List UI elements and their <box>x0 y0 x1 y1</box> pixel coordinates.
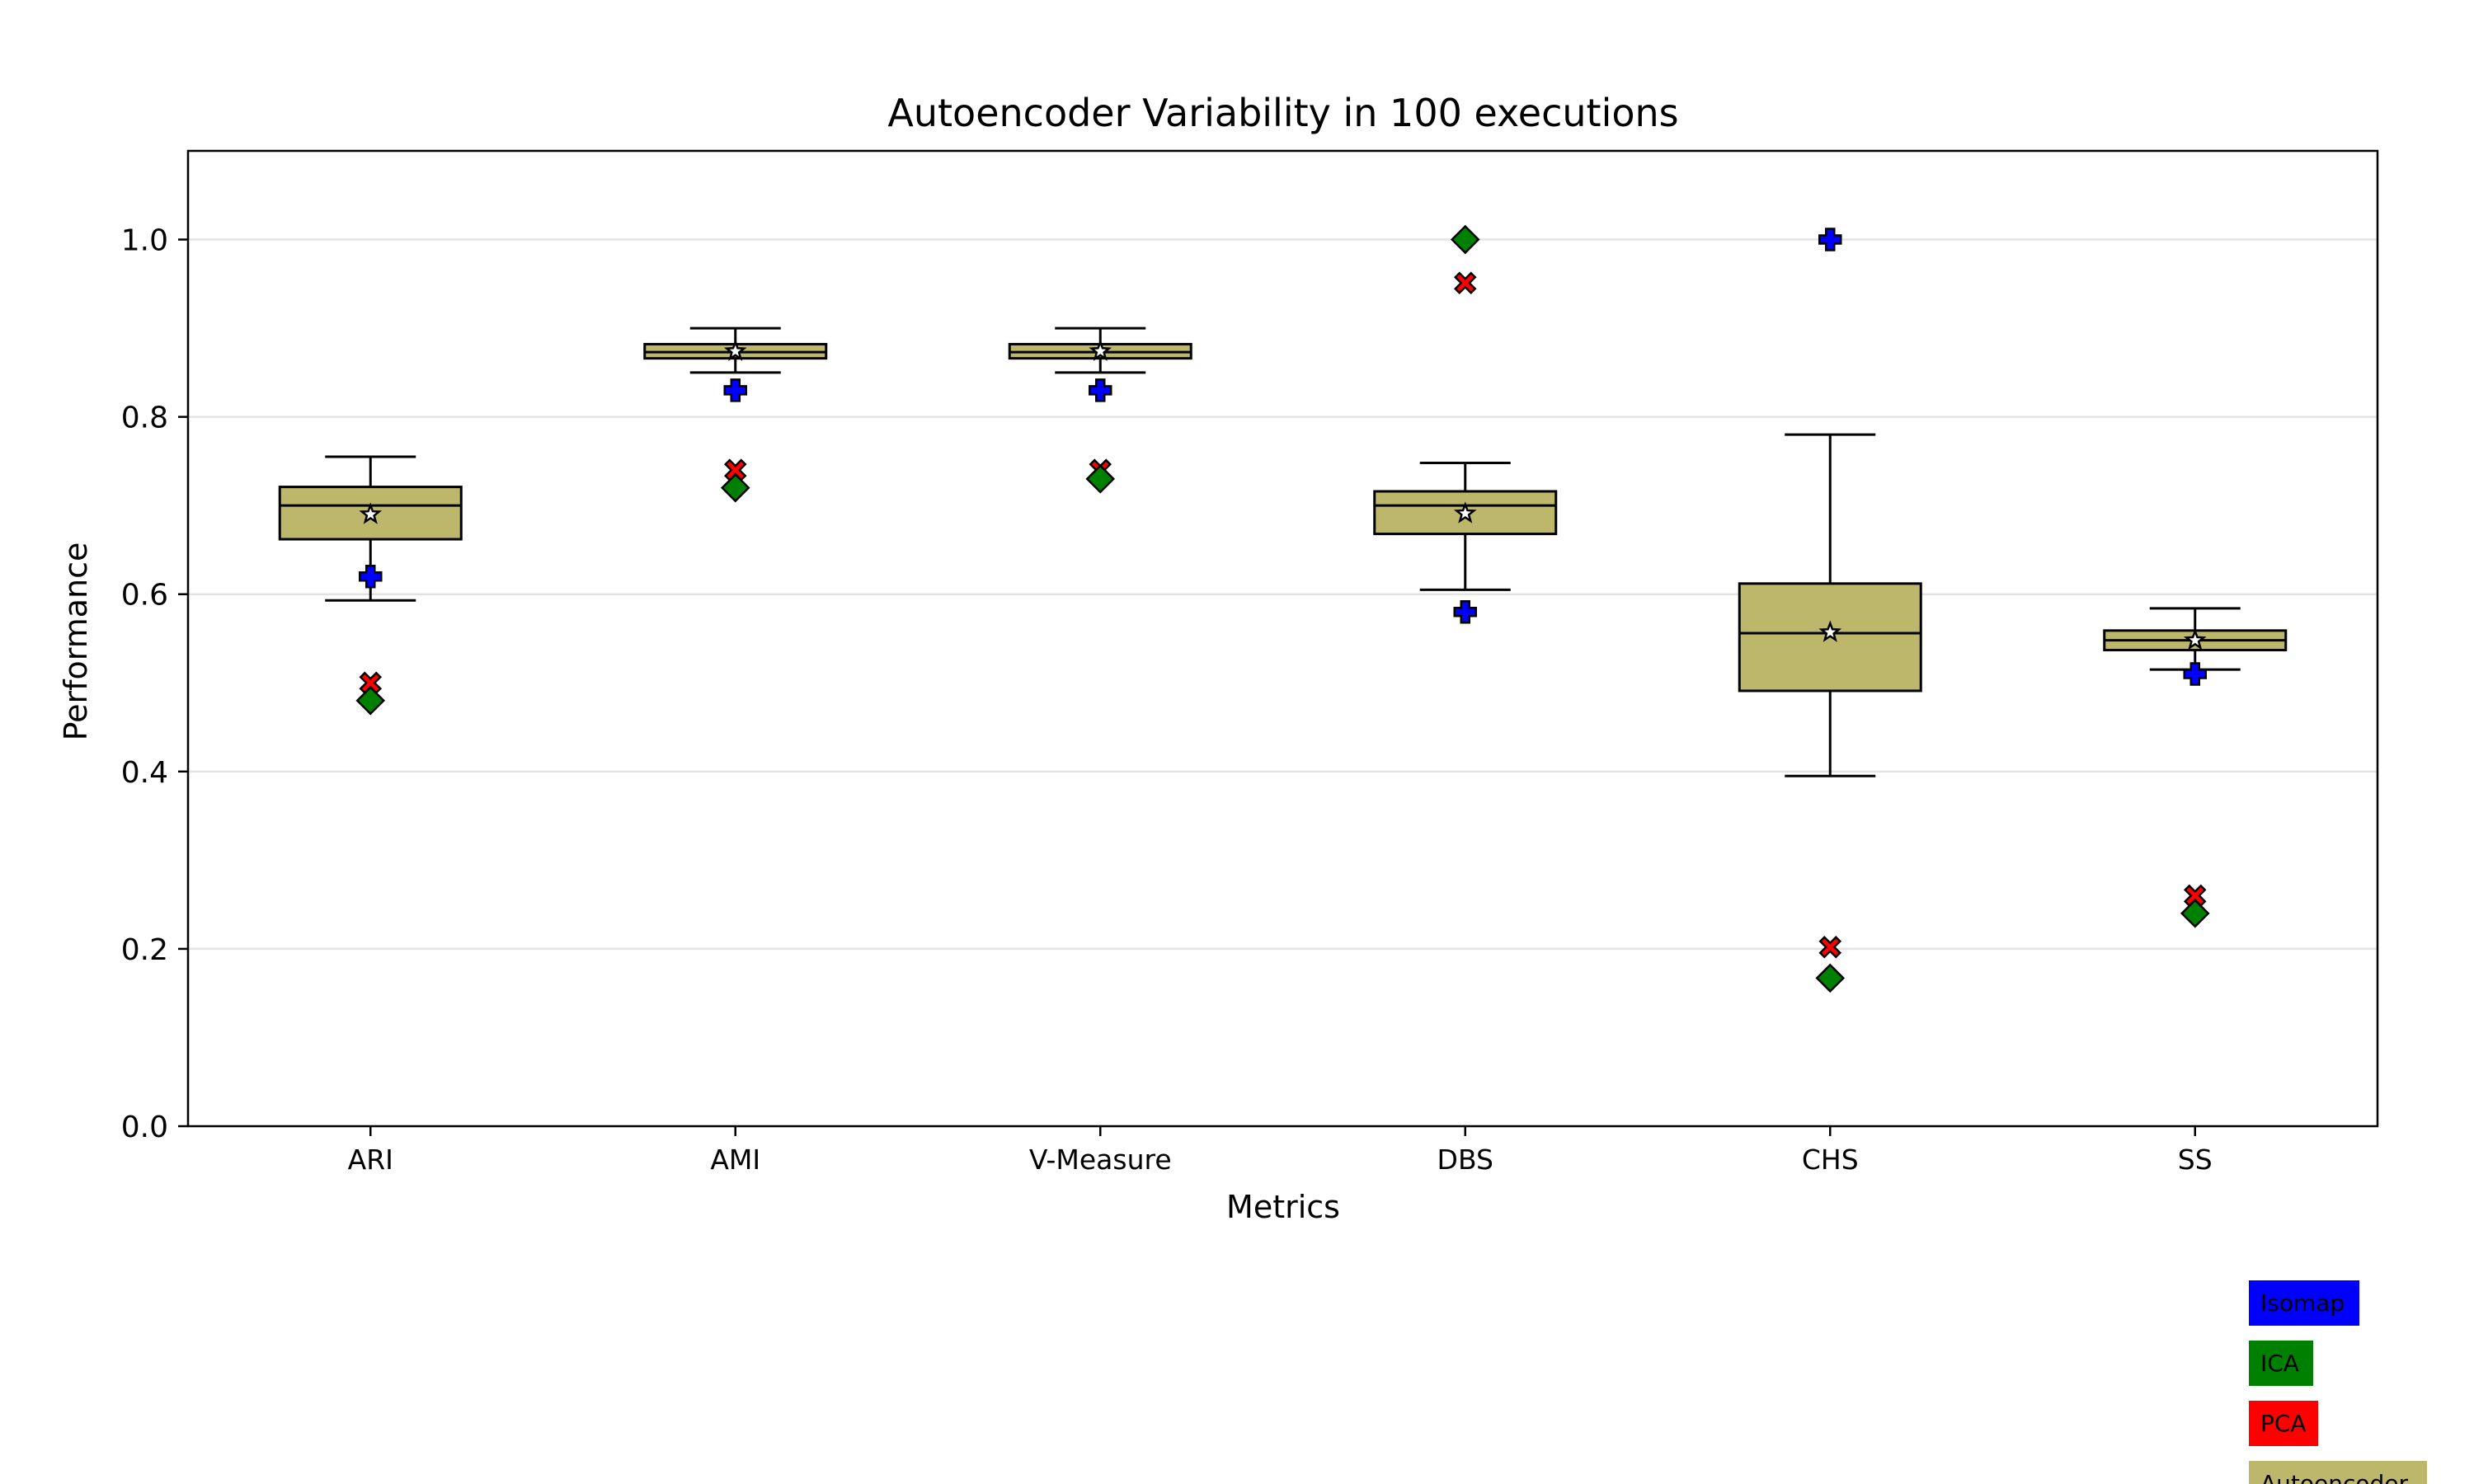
ica-marker-v-measure <box>1085 464 1116 494</box>
legend-swatch <box>2249 1401 2318 1446</box>
y-tick-label: 0.2 <box>121 933 168 967</box>
isomap-marker-ss <box>2183 662 2207 686</box>
legend-swatch <box>2249 1341 2313 1386</box>
x-tick-label: SS <box>2178 1144 2213 1176</box>
ica-marker-ss <box>2180 899 2210 928</box>
y-tick-label: 0.8 <box>121 402 168 435</box>
pca-marker-ss <box>2183 884 2207 908</box>
chart-title: Autoencoder Variability in 100 execution… <box>887 91 1678 135</box>
autoencoder-boxes <box>278 326 2288 777</box>
x-tick-label: DBS <box>1437 1144 1493 1176</box>
box-dbs <box>1373 462 1558 591</box>
x-tick-label: CHS <box>1802 1144 1859 1176</box>
x-axis-label: Metrics <box>1226 1189 1340 1225</box>
mean-marker <box>2183 628 2207 650</box>
y-tick-label: 0.6 <box>121 579 168 613</box>
ica-marker-ami <box>720 472 750 503</box>
legend-label: PCA <box>2260 1410 2307 1437</box>
pca-marker-ari <box>359 671 383 695</box>
legend-swatch <box>2249 1461 2427 1484</box>
mean-marker <box>1089 339 1112 361</box>
legend-label: ICA <box>2260 1350 2299 1377</box>
box-ami <box>643 326 828 374</box>
isomap-marker-ari <box>359 564 383 589</box>
ica-marker-dbs <box>1450 224 1480 255</box>
legend-item-isomap: Isomap <box>2249 1280 2359 1326</box>
box-ss <box>2103 607 2288 671</box>
x-tick-label: AMI <box>710 1144 760 1176</box>
x-axis: ARI AMI V-Measure DBS CHS SS <box>348 1126 2213 1176</box>
box-chs <box>1738 433 1922 777</box>
legend-item-ica: ICA <box>2249 1341 2313 1386</box>
pca-marker-dbs <box>1453 271 1477 295</box>
ica-marker-chs <box>1815 963 1846 993</box>
isomap-marker-v-measure <box>1089 378 1112 402</box>
legend-label: Isomap <box>2260 1289 2345 1317</box>
y-axis: 0.0 0.2 0.4 0.6 0.8 1.0 <box>121 224 188 1144</box>
y-tick-label: 1.0 <box>121 224 168 258</box>
isomap-marker-ami <box>723 378 747 402</box>
mean-marker <box>359 502 383 524</box>
mean-marker <box>1453 501 1477 524</box>
plot-frame <box>186 149 2379 1128</box>
mean-marker <box>1818 620 1842 642</box>
y-tick-label: 0.4 <box>121 756 168 790</box>
legend-label: Autoencoder <box>2260 1470 2409 1484</box>
legend-swatch <box>2249 1280 2359 1326</box>
pca-marker-ami <box>723 458 747 481</box>
legend-item-autoencoder: Autoencoder <box>2249 1461 2427 1484</box>
x-tick-label: V-Measure <box>1029 1144 1172 1176</box>
box-v-measure <box>1008 326 1192 374</box>
x-tick-label: ARI <box>348 1144 393 1176</box>
legend-item-pca: PCA <box>2249 1401 2318 1446</box>
method-points <box>355 224 2210 993</box>
legend: Isomap ICA PCA Autoencoder <box>2249 1280 2427 1484</box>
box-ari <box>278 455 463 602</box>
mean-marker <box>723 339 747 361</box>
ica-marker-ari <box>355 686 386 716</box>
isomap-marker-chs <box>1818 228 1842 251</box>
pca-marker-chs <box>1818 935 1842 959</box>
isomap-marker-dbs <box>1453 599 1477 624</box>
y-axis-label: Performance <box>58 542 94 741</box>
y-tick-label: 0.0 <box>121 1111 168 1144</box>
